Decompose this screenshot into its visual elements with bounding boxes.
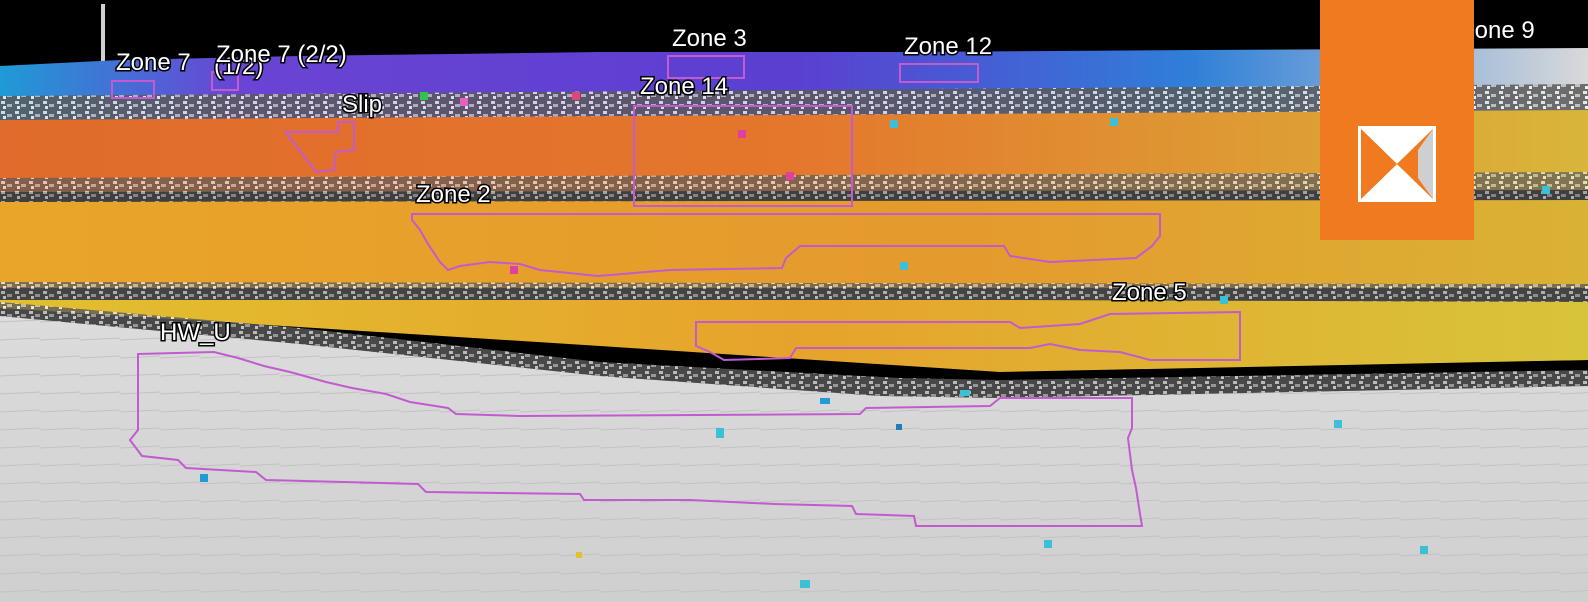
- slip-label: Slip: [342, 91, 382, 118]
- zone7a-suffix-label: (1/2): [214, 53, 263, 80]
- zone3-outline: [667, 55, 745, 79]
- zone12-outline: [899, 63, 979, 83]
- zone7a-label: Zone 7: [116, 49, 191, 76]
- band-gold: [0, 200, 1588, 288]
- zone5-label: Zone 5: [1112, 279, 1187, 306]
- zone14-label: Zone 14: [640, 73, 728, 100]
- zone2-label: Zone 2: [416, 181, 491, 208]
- hwu-outline: [128, 350, 1144, 527]
- survey-pole: [101, 4, 105, 62]
- slip-outline: [284, 121, 355, 174]
- zone7b-label: Zone 7 (2/2): [216, 41, 347, 68]
- zone-outlines: [111, 55, 1241, 527]
- zone-labels: Zone 7 (1/2) Zone 7 (2/2) Slip Zone 3 Zo…: [115, 16, 1537, 348]
- ridge-scarp: [0, 302, 1588, 398]
- rock-benches: [0, 316, 1588, 602]
- hwu-label: HW_U: [160, 319, 231, 346]
- zone14-outline: [633, 105, 853, 207]
- band-orange: [0, 110, 1588, 192]
- band-yellow-left: [0, 300, 1588, 372]
- logo-badge: [1320, 0, 1474, 240]
- ridge-lower: [0, 282, 1588, 304]
- zone12-label: Zone 12: [904, 33, 992, 60]
- survey-pixels: [200, 84, 1550, 588]
- zone5-outline: [695, 310, 1241, 362]
- ridge-middle: [0, 172, 1588, 206]
- zone7b-outline: [211, 71, 239, 91]
- zone7a-outline: [111, 80, 155, 99]
- zone3-label: Zone 3: [672, 25, 747, 52]
- zone2-outline: [411, 213, 1161, 278]
- hourglass-logo-icon: [1358, 126, 1436, 202]
